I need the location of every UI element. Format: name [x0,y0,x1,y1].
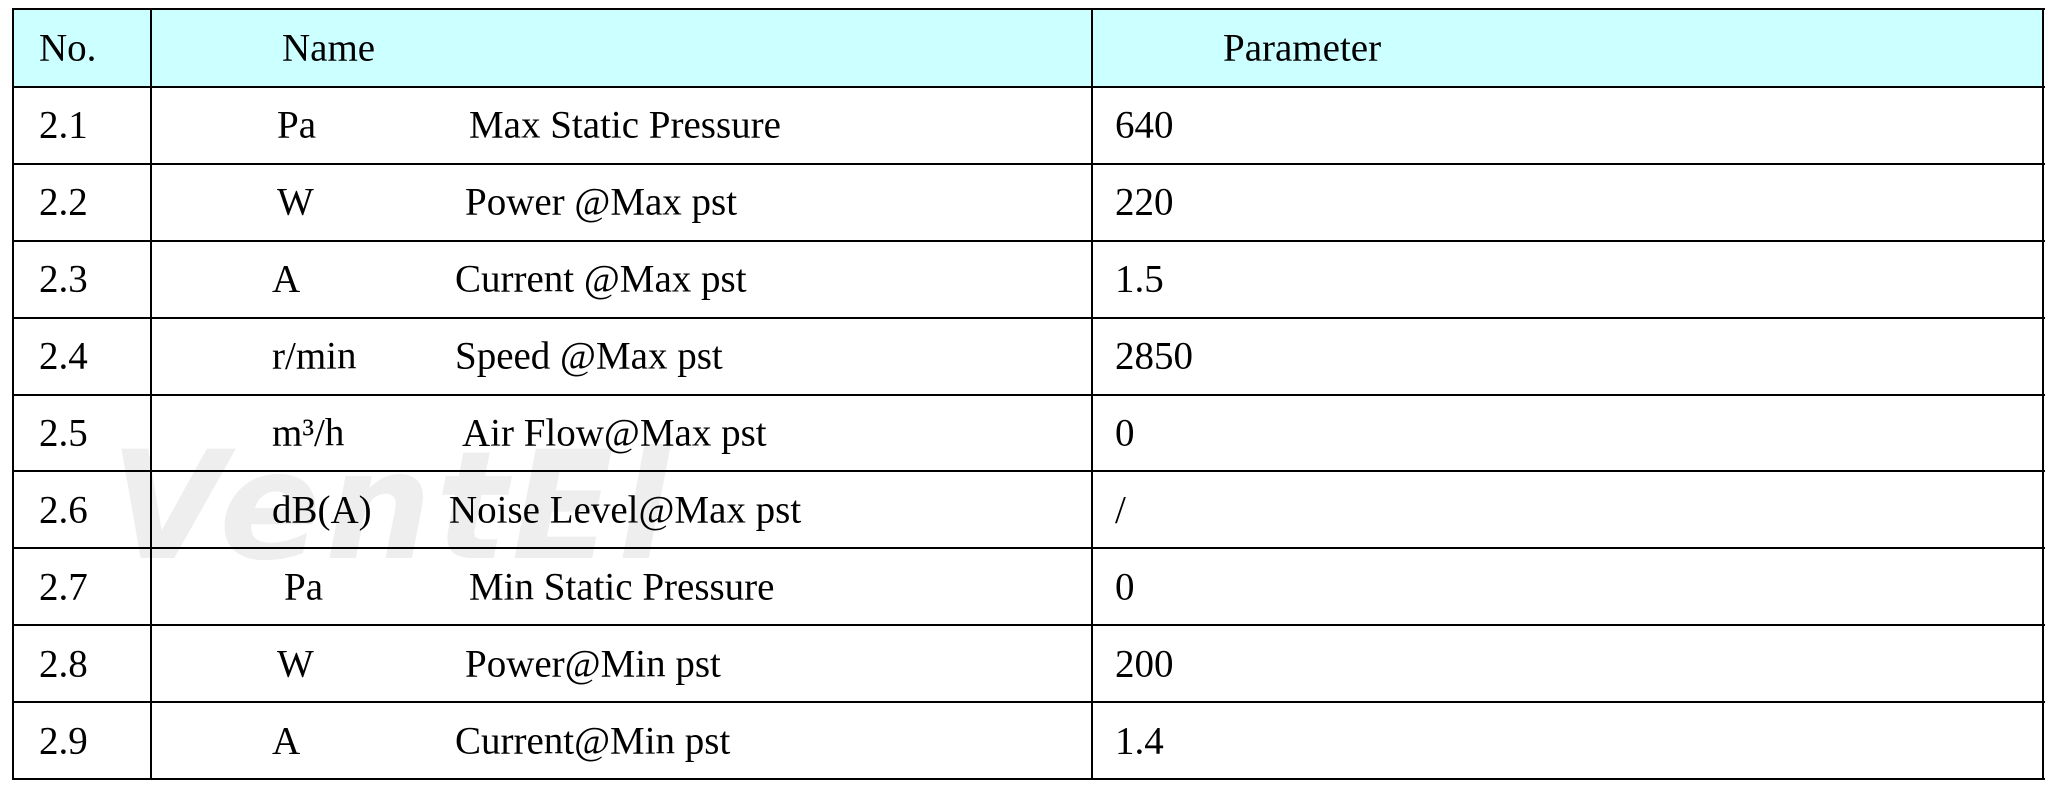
parameter-value: 1.5 [1115,257,1164,301]
row-border [13,239,2045,242]
row-number: 2.3 [39,257,88,301]
parameter-name: Min Static Pressure [469,565,775,609]
header-cell: Parameter [1223,26,1382,70]
unit: A [272,257,301,301]
parameter-name: Power @Max pst [465,180,738,224]
row-border [13,393,2045,396]
row-number: 2.2 [39,180,88,224]
column-border [150,8,152,780]
parameter-name: Max Static Pressure [469,103,781,147]
row-border [13,547,2045,550]
row-border [13,470,2045,473]
parameter-name: Current@Min pst [455,719,731,763]
header-cell: Name [282,26,376,70]
unit: r/min [272,334,357,378]
parameter-value: / [1115,488,1126,532]
parameter-value: 2850 [1115,334,1193,378]
unit: Pa [284,565,323,609]
column-border [12,8,14,780]
parameter-name: Noise Level@Max pst [449,488,802,532]
row-border [13,8,2045,10]
row-border [13,162,2045,165]
parameter-value: 0 [1115,411,1135,455]
parameter-name: Power@Min pst [465,642,721,686]
row-border [13,778,2045,780]
row-number: 2.1 [39,103,88,147]
parameter-value: 640 [1115,103,1174,147]
row-number: 2.9 [39,719,88,763]
unit: m³/h [272,411,345,455]
row-number: 2.4 [39,334,88,378]
parameter-name: Air Flow@Max pst [462,411,767,455]
parameter-value: 220 [1115,180,1174,224]
parameter-value: 0 [1115,565,1135,609]
column-border [2042,8,2044,780]
row-number: 2.7 [39,565,88,609]
row-border [13,86,2045,88]
parameter-value: 200 [1115,642,1174,686]
header-cell: No. [39,26,97,70]
unit: dB(A) [272,488,372,532]
unit: Pa [277,103,316,147]
parameter-name: Current @Max pst [455,257,747,301]
watermark: VentEl [110,420,674,594]
header-background [13,9,2043,87]
unit: A [272,719,301,763]
row-number: 2.8 [39,642,88,686]
row-border [13,316,2045,319]
parameter-value: 1.4 [1115,719,1164,763]
column-border [1091,8,1093,780]
row-number: 2.6 [39,488,88,532]
parameter-name: Speed @Max pst [455,334,723,378]
row-border [13,624,2045,627]
row-border [13,701,2045,704]
row-number: 2.5 [39,411,88,455]
unit: W [277,180,314,224]
unit: W [277,642,314,686]
